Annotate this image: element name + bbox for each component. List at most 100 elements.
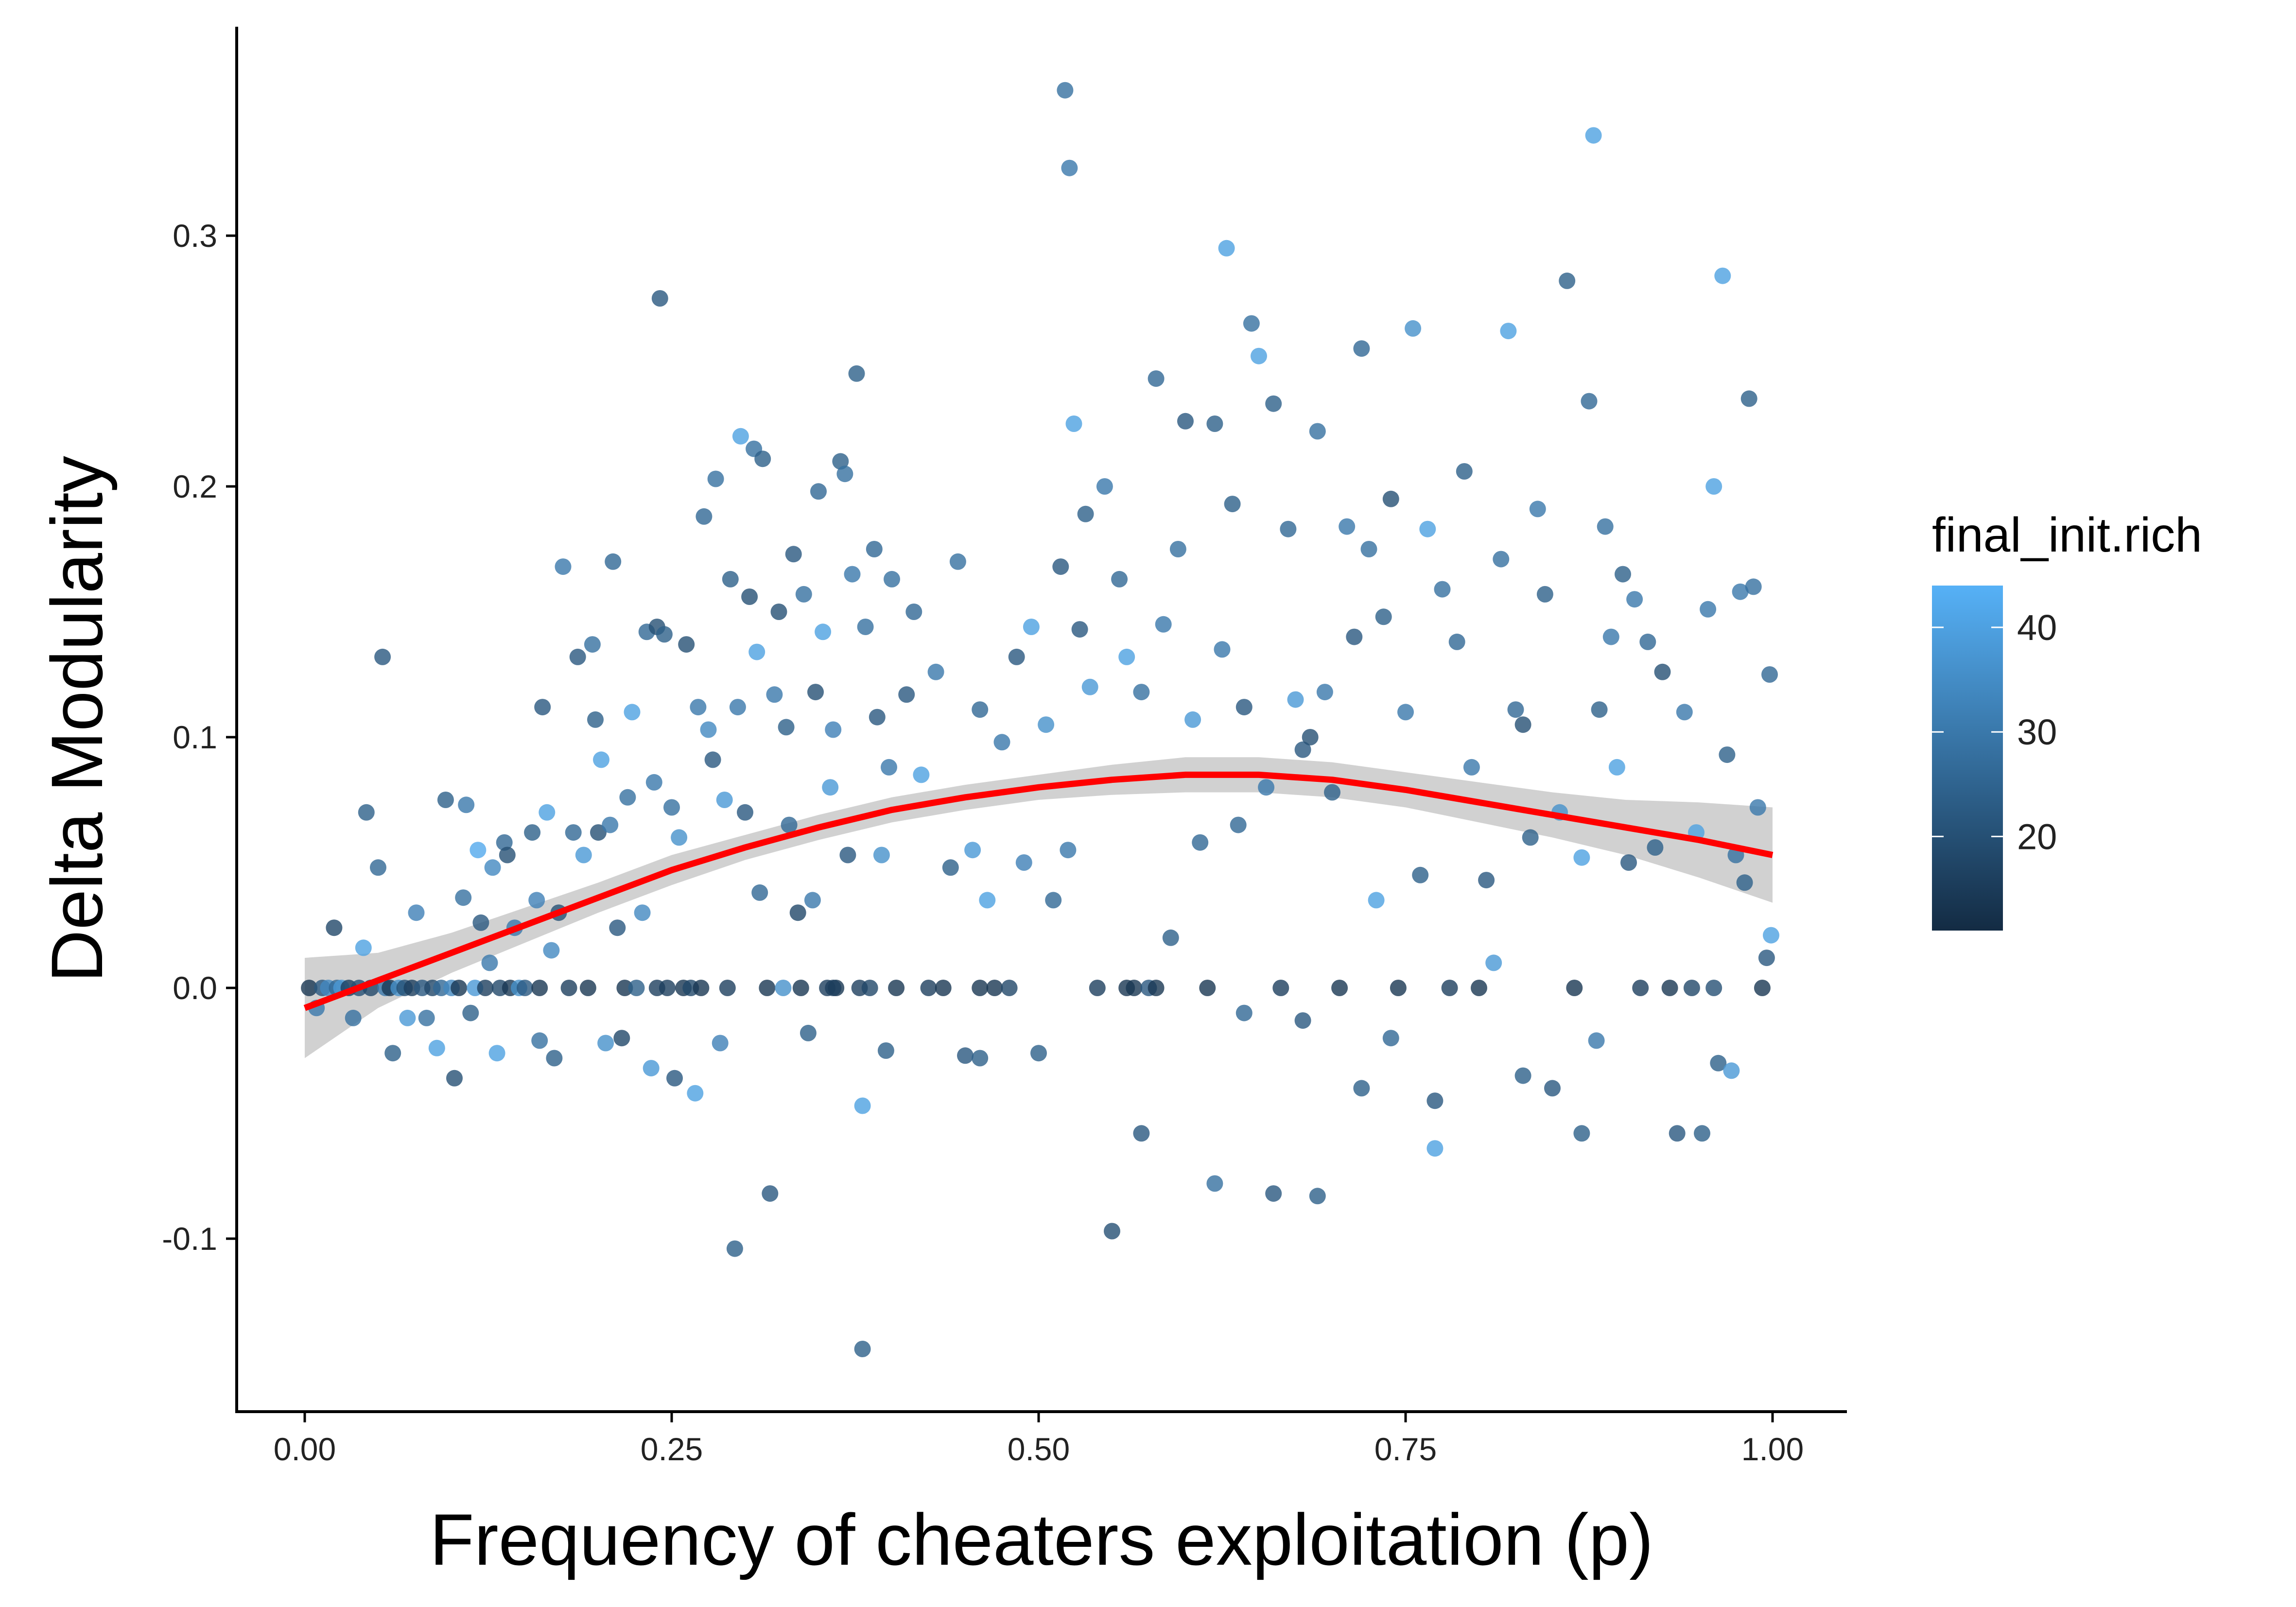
smooth-line: [303, 771, 1774, 1011]
data-point: [1632, 980, 1649, 996]
data-point: [1723, 1062, 1740, 1079]
data-point: [795, 586, 812, 603]
data-point: [1077, 505, 1094, 522]
data-point: [1493, 551, 1510, 568]
data-point: [593, 751, 609, 768]
confidence-band: [305, 757, 1773, 1058]
legend-colorbar: [1932, 586, 2003, 931]
data-point: [804, 892, 821, 909]
data-point: [1581, 393, 1598, 410]
y-ticks: -0.1 0.0 0.1 0.2 0.3: [162, 218, 237, 1257]
data-point: [1749, 799, 1766, 816]
data-point: [781, 816, 798, 833]
data-point: [704, 751, 721, 768]
data-point: [1719, 746, 1736, 763]
data-point: [877, 1042, 894, 1059]
data-point: [1669, 1125, 1686, 1142]
data-point: [770, 604, 787, 620]
data-point: [370, 859, 386, 876]
data-point: [700, 721, 717, 738]
data-point: [616, 980, 633, 996]
data-point: [671, 829, 688, 846]
data-point: [844, 566, 861, 583]
data-points: [301, 82, 1779, 1357]
data-point: [920, 980, 937, 996]
data-point: [663, 799, 680, 816]
data-point: [1265, 1185, 1282, 1202]
data-point: [643, 1060, 660, 1077]
data-point: [1368, 892, 1385, 909]
data-point: [1710, 1054, 1727, 1071]
data-point: [437, 792, 454, 808]
data-point: [1060, 842, 1077, 859]
data-point: [964, 842, 981, 859]
data-point: [1280, 520, 1297, 537]
data-point: [1206, 415, 1223, 432]
data-point: [1192, 834, 1209, 851]
data-point: [873, 847, 890, 864]
data-point: [1471, 980, 1487, 996]
y-tick-label: 0.1: [173, 719, 217, 755]
data-point: [825, 980, 842, 996]
data-point: [399, 1009, 416, 1026]
data-point: [800, 1024, 817, 1041]
data-point: [484, 859, 501, 876]
data-point: [1148, 980, 1165, 996]
data-point: [690, 699, 707, 716]
data-point: [1758, 950, 1775, 967]
data-point: [707, 470, 724, 487]
data-point: [1302, 729, 1319, 745]
data-point: [722, 570, 739, 588]
data-point: [1620, 854, 1637, 871]
data-point: [1089, 980, 1106, 996]
data-point: [569, 648, 586, 665]
data-point: [861, 980, 878, 996]
data-point: [792, 980, 809, 996]
legend-tick-label: 20: [2017, 816, 2057, 857]
data-point: [1700, 601, 1717, 618]
data-point: [1224, 496, 1241, 513]
y-tick-label: -0.1: [162, 1221, 217, 1257]
data-point: [584, 636, 601, 653]
data-point: [972, 701, 989, 718]
data-point: [1763, 927, 1779, 944]
data-point: [1133, 684, 1150, 701]
data-point: [326, 919, 343, 936]
data-point: [1732, 583, 1749, 600]
data-point: [1331, 980, 1348, 996]
data-point: [1647, 839, 1664, 856]
data-point: [1676, 704, 1693, 721]
data-point: [613, 1030, 630, 1047]
data-point: [605, 553, 622, 570]
data-point: [531, 980, 548, 996]
data-point: [1104, 1223, 1120, 1240]
data-point: [726, 1240, 743, 1257]
data-point: [1397, 704, 1414, 721]
data-point: [619, 789, 636, 806]
data-point: [1294, 741, 1311, 758]
data-point: [1360, 541, 1377, 557]
data-point: [741, 588, 758, 605]
data-point: [1243, 315, 1260, 332]
legend-tick-label: 40: [2017, 607, 2057, 648]
x-tick-label: 0.25: [641, 1431, 703, 1467]
data-point: [785, 546, 802, 563]
data-point: [358, 804, 375, 821]
data-point: [648, 980, 665, 996]
data-point: [789, 904, 806, 921]
data-point: [972, 1050, 989, 1067]
data-point: [778, 719, 795, 736]
data-point: [1536, 586, 1553, 603]
data-point: [575, 847, 592, 864]
data-point: [301, 980, 318, 996]
data-point: [408, 904, 425, 921]
data-point: [1426, 1092, 1444, 1109]
data-point: [624, 704, 641, 721]
data-point: [1456, 463, 1473, 480]
data-point: [345, 1009, 362, 1026]
data-point: [666, 1070, 683, 1087]
data-point: [737, 804, 753, 821]
data-point: [1754, 980, 1771, 996]
x-ticks: 0.00 0.25 0.50 0.75 1.00: [274, 1412, 1804, 1467]
smooth-line-path: [303, 771, 1774, 1011]
